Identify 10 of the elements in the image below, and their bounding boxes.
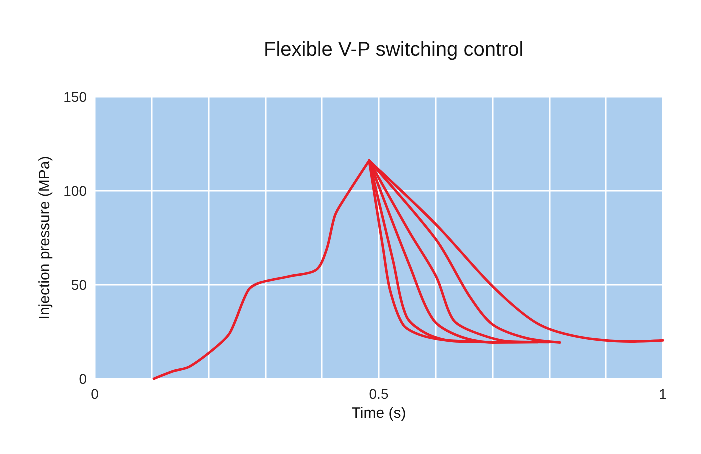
x-axis-title: Time (s) [352,404,406,422]
chart-title: Flexible V-P switching control [264,39,524,61]
y-tick-label: 50 [71,277,88,293]
x-tick-label: 1 [659,386,668,402]
x-tick-label: 0 [91,386,100,402]
y-axis-title: Injection pressure (MPa) [36,156,54,320]
y-tick-label: 0 [79,371,88,387]
x-tick-label: 0.5 [369,386,389,402]
y-tick-label: 100 [64,183,88,199]
y-tick-label: 150 [64,89,88,105]
